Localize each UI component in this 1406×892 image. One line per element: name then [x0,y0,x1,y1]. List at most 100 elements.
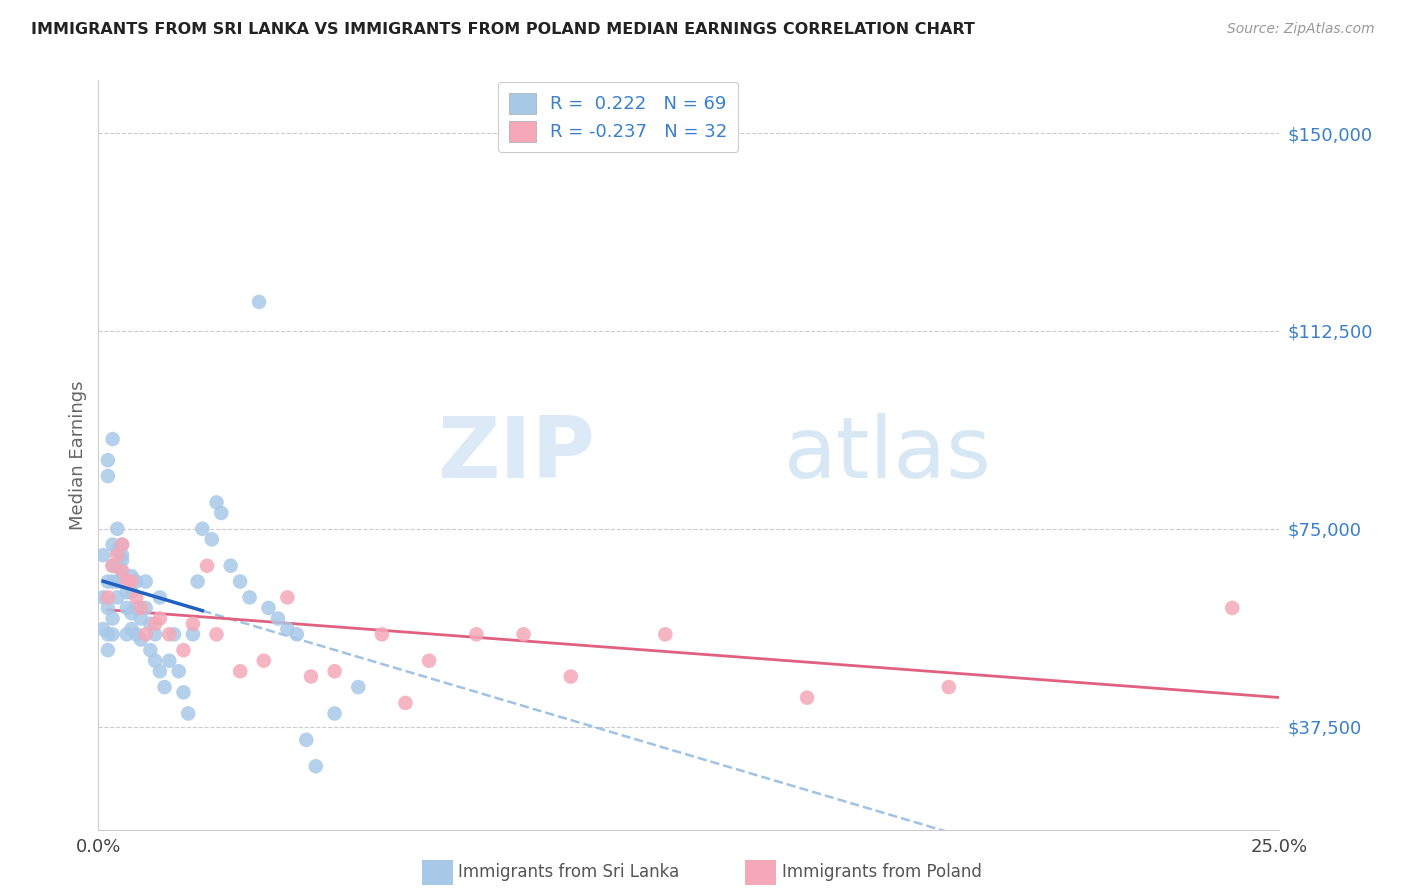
Point [115,601,138,615]
Point [143,616,166,631]
Point [125,591,148,605]
Point [121,622,143,636]
Point [512,627,534,641]
Point [121,574,143,589]
Point [135,601,157,615]
Point [115,627,138,641]
Text: Immigrants from Poland: Immigrants from Poland [782,863,981,881]
Point [465,627,488,641]
Point [97,601,120,615]
Point [209,506,232,520]
Text: Source: ZipAtlas.com: Source: ZipAtlas.com [1227,22,1375,37]
Point [101,558,124,573]
Point [796,690,818,705]
Point [285,627,308,641]
Point [323,706,346,721]
Point [149,611,172,625]
Point [371,627,394,641]
Point [105,522,128,536]
Point [121,569,143,583]
Point [97,574,120,589]
Point [201,533,224,547]
Point [219,558,242,573]
Point [105,548,128,562]
Point [111,564,134,578]
Point [115,574,138,589]
Point [105,591,128,605]
Point [191,522,214,536]
Point [105,574,128,589]
Text: atlas: atlas [783,413,991,497]
Point [97,453,120,467]
Point [253,654,276,668]
Point [172,685,194,699]
Y-axis label: Median Earnings: Median Earnings [69,380,87,530]
Point [181,627,204,641]
Point [91,548,114,562]
Point [938,680,960,694]
Point [115,585,138,599]
Point [267,611,290,625]
Point [101,574,124,589]
Legend: R =  0.222   N = 69, R = -0.237   N = 32: R = 0.222 N = 69, R = -0.237 N = 32 [498,82,738,153]
Point [299,669,322,683]
Point [305,759,328,773]
Point [276,622,298,636]
Point [195,558,218,573]
Text: ZIP: ZIP [437,413,595,497]
Point [181,616,204,631]
Point [101,538,124,552]
Point [135,574,157,589]
Point [229,574,252,589]
Point [149,591,172,605]
Point [101,432,124,446]
Point [125,601,148,615]
Point [97,591,120,605]
Point [125,574,148,589]
Point [295,732,318,747]
Point [111,538,134,552]
Point [205,495,228,509]
Text: Immigrants from Sri Lanka: Immigrants from Sri Lanka [458,863,679,881]
Point [149,665,172,679]
Point [205,627,228,641]
Point [121,585,143,599]
Point [167,665,190,679]
Point [111,548,134,562]
Point [247,294,270,309]
Point [394,696,416,710]
Point [257,601,280,615]
Point [91,591,114,605]
Point [97,627,120,641]
Point [139,643,162,657]
Point [1220,601,1243,615]
Point [129,601,152,615]
Point [143,627,166,641]
Point [129,632,152,647]
Point [135,627,157,641]
Point [139,616,162,631]
Point [121,606,143,620]
Point [153,680,176,694]
Point [239,591,262,605]
Point [101,611,124,625]
Point [347,680,370,694]
Point [129,611,152,625]
Point [229,665,252,679]
Point [163,627,186,641]
Point [105,542,128,557]
Point [105,558,128,573]
Point [101,627,124,641]
Point [111,574,134,589]
Point [91,622,114,636]
Point [654,627,676,641]
Point [111,564,134,578]
Point [560,669,582,683]
Point [157,627,180,641]
Point [125,627,148,641]
Point [276,591,298,605]
Point [177,706,200,721]
Point [111,553,134,567]
Point [157,654,180,668]
Point [323,665,346,679]
